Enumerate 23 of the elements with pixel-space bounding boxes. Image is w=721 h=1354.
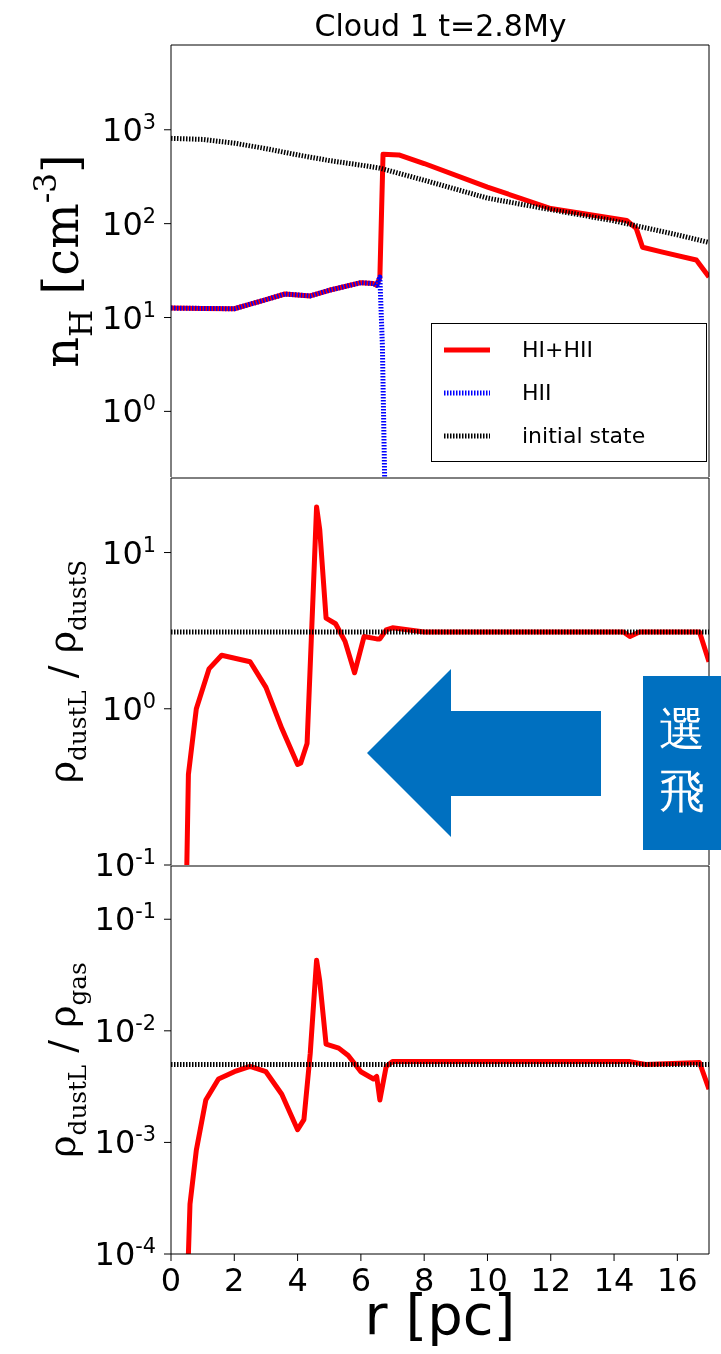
- y-tick-label: 10$^{-4}$: [94, 1234, 156, 1273]
- x-tick-label: 0: [160, 1261, 182, 1299]
- y-tick-label: 10$^{-2}$: [94, 1010, 156, 1050]
- y-tick-label: 10$^{1}$: [102, 297, 156, 337]
- y-tick-label: 10$^{-3}$: [94, 1122, 156, 1162]
- annotation: 飛: [658, 763, 706, 820]
- x-tick-label: 4: [287, 1261, 308, 1299]
- x-tick-label: 14: [593, 1261, 635, 1299]
- annotation: 選: [658, 701, 706, 758]
- y-tick-label: 10$^{1}$: [102, 532, 156, 572]
- x-tick-label: 2: [224, 1261, 245, 1299]
- y-tick-label: 10$^{3}$: [102, 109, 156, 149]
- x-tick-label: 16: [656, 1261, 698, 1299]
- y-tick-label: 10$^{2}$: [102, 203, 156, 243]
- legend-label: HI+HII: [522, 337, 593, 362]
- y-tick-label: 10$^{-1}$: [94, 845, 156, 884]
- legend-label: HII: [522, 380, 552, 405]
- y-tick-label: 10$^{0}$: [102, 391, 156, 431]
- x-tick-label: 12: [530, 1261, 572, 1299]
- y-tick-label: 10$^{0}$: [102, 688, 156, 728]
- y-tick-label: 10$^{-1}$: [94, 899, 156, 939]
- legend-label: initial state: [522, 423, 646, 448]
- chart-title: Cloud 1 t=2.8My: [313, 8, 568, 43]
